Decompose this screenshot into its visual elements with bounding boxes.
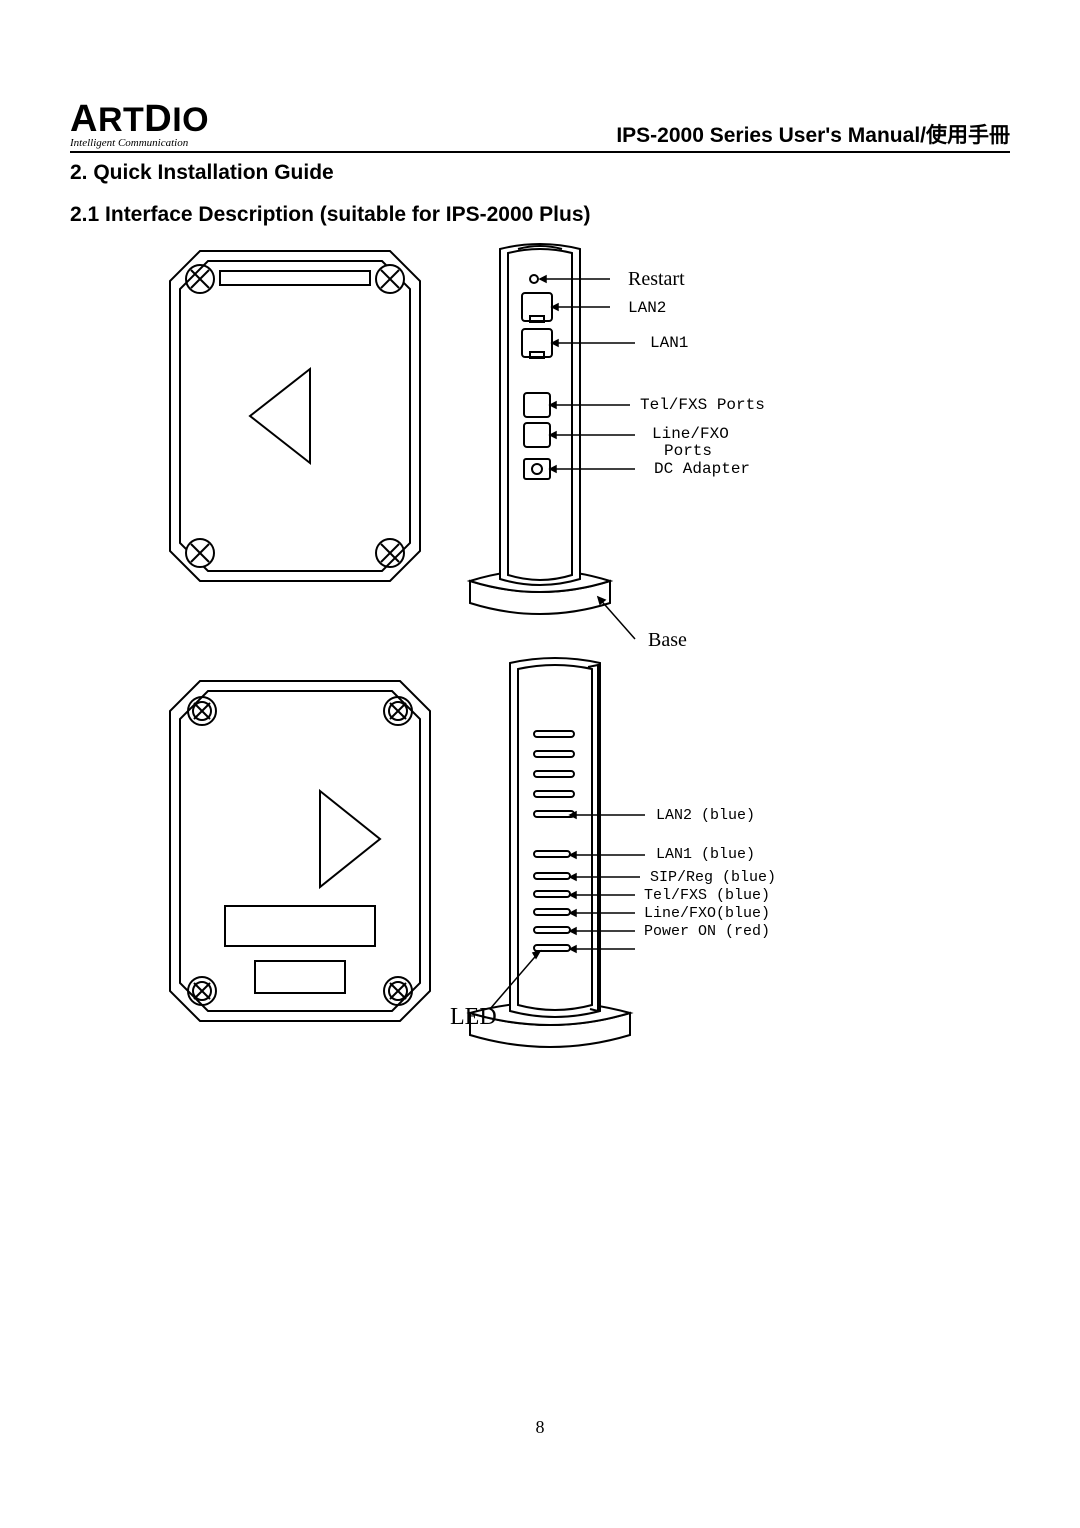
label-tel-fxs-blue: Tel/FXS (blue) [644, 887, 770, 904]
label-line-fxo-blue: Line/FXO(blue) [644, 905, 770, 922]
label-base: Base [648, 629, 687, 652]
label-sip-reg: SIP/Reg (blue) [650, 869, 776, 886]
label-power-on: Power ON (red) [644, 923, 770, 940]
label-line-fxo: Line/FXO [652, 425, 729, 443]
label-dc-adapter: DC Adapter [654, 460, 750, 478]
diagram-svg [150, 231, 910, 1081]
page-header: ARTDIO Intelligent Communication IPS-200… [70, 100, 1010, 153]
label-ports: Ports [664, 442, 712, 460]
manual-title: IPS-2000 Series User's Manual/使用手冊 [616, 119, 1010, 149]
section-subtitle: 2.1 Interface Description (suitable for … [70, 203, 1010, 227]
label-restart: Restart [628, 268, 685, 291]
label-lan1: LAN1 [650, 334, 688, 352]
logo: ARTDIO Intelligent Communication [70, 100, 209, 149]
page-number: 8 [0, 1417, 1080, 1438]
label-lan2-blue: LAN2 (blue) [656, 807, 755, 824]
section-title: 2. Quick Installation Guide [70, 161, 1010, 185]
led-caption: LED [450, 1004, 497, 1031]
logo-tagline: Intelligent Communication [70, 138, 209, 149]
logo-text: ARTDIO [70, 100, 209, 138]
label-tel-fxs: Tel/FXS Ports [640, 396, 765, 414]
interface-diagram: Restart LAN2 LAN1 Tel/FXS Ports Line/FXO… [150, 231, 910, 1081]
label-lan1-blue: LAN1 (blue) [656, 846, 755, 863]
label-lan2: LAN2 [628, 299, 666, 317]
